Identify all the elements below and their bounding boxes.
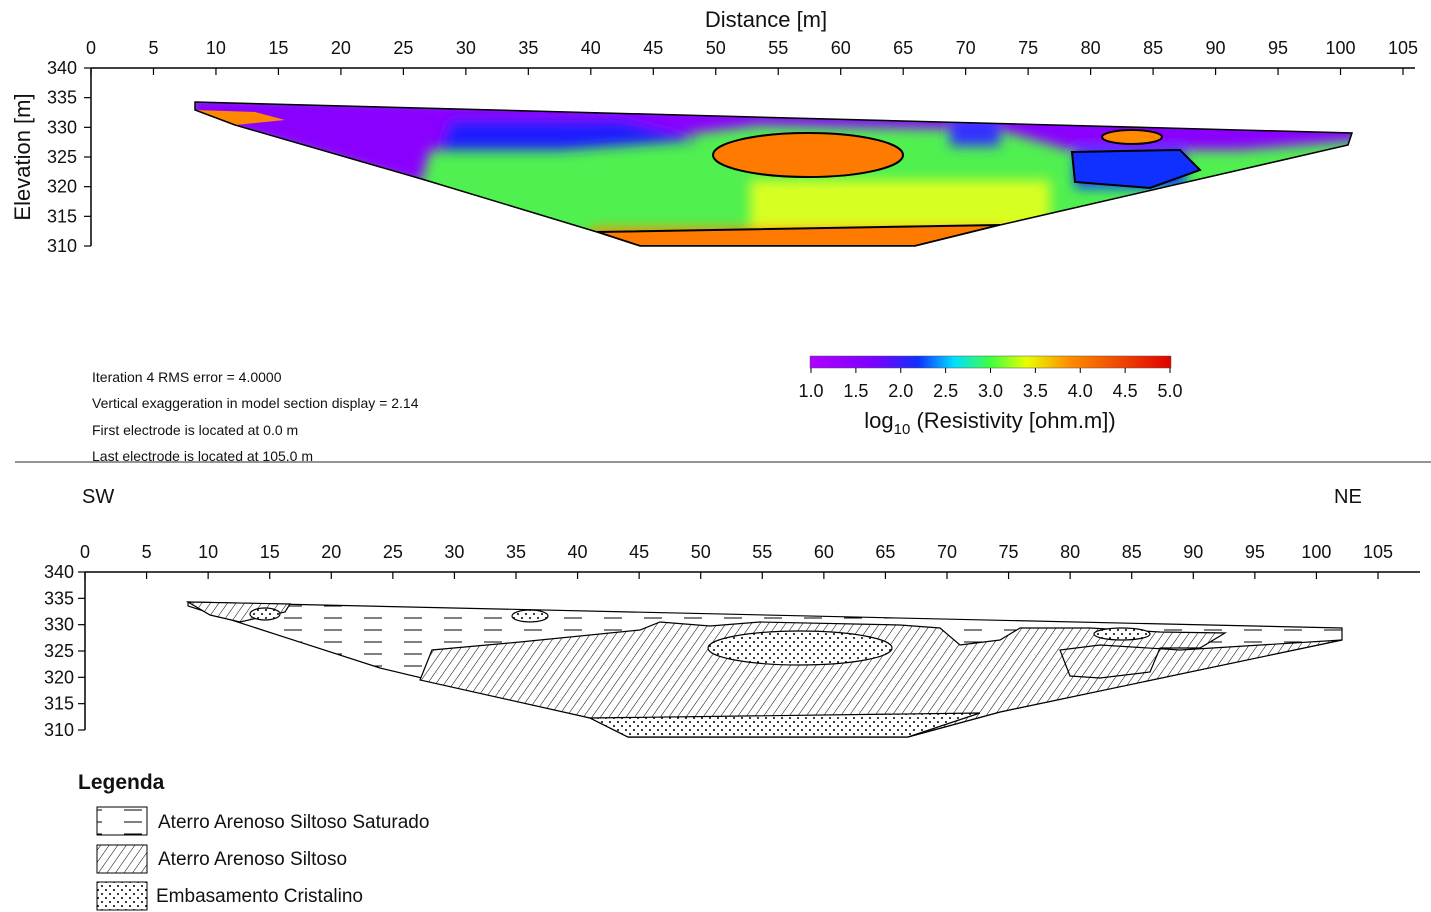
x-tick-label: 75 [1018, 38, 1038, 58]
legend-swatch [97, 845, 147, 873]
y-tick-label: 320 [47, 177, 77, 197]
legend-swatch [97, 807, 147, 835]
note: First electrode is located at 0.0 m [92, 422, 298, 438]
y-tick-label: 330 [44, 615, 74, 635]
y-tick-label: 340 [44, 562, 74, 582]
colorbar [810, 356, 1171, 368]
x-tick-label: 55 [752, 542, 772, 562]
x-tick-label: 105 [1363, 542, 1393, 562]
x-tick-label: 45 [629, 542, 649, 562]
x-tick-label: 45 [643, 38, 663, 58]
x-tick-label: 30 [444, 542, 464, 562]
colorbar-tick-label: 2.5 [933, 381, 958, 401]
x-tick-label: 35 [506, 542, 526, 562]
x-tick-label: 105 [1388, 38, 1418, 58]
colorbar-label: log10 (Resistivity [ohm.m]) [864, 408, 1115, 438]
x-tick-label: 55 [768, 38, 788, 58]
x-tick-label: 85 [1143, 38, 1163, 58]
x-tick-label: 100 [1301, 542, 1331, 562]
figure: Distance [m] Elevation [m] log10 (Resist… [0, 0, 1431, 912]
x-tick-label: 20 [331, 38, 351, 58]
interpretation-section [188, 602, 1342, 737]
label-suffix: (Resistivity [ohm.m]) [910, 408, 1115, 433]
y-tick-label: 320 [44, 667, 74, 687]
direction-label: SW [82, 486, 114, 508]
x-tick-label: 0 [80, 542, 90, 562]
label-log: log [864, 408, 893, 433]
x-tick-label: 65 [893, 38, 913, 58]
y-tick-label: 315 [44, 694, 74, 714]
x-tick-label: 90 [1183, 542, 1203, 562]
y-tick-label: 325 [47, 147, 77, 167]
x-tick-label: 0 [86, 38, 96, 58]
x-axis-label: Distance [m] [705, 7, 827, 32]
y-tick-label: 330 [47, 117, 77, 137]
y-tick-label: 335 [44, 588, 74, 608]
y-tick-label: 315 [47, 206, 77, 226]
x-tick-label: 95 [1245, 542, 1265, 562]
x-tick-label: 15 [268, 38, 288, 58]
x-tick-label: 60 [831, 38, 851, 58]
y-tick-label: 325 [44, 641, 74, 661]
x-tick-label: 100 [1326, 38, 1356, 58]
y-tick-label: 310 [47, 236, 77, 256]
legend-title: Legenda [78, 771, 165, 794]
x-tick-label: 95 [1268, 38, 1288, 58]
colorbar-tick-label: 5.0 [1157, 381, 1182, 401]
x-tick-label: 90 [1206, 38, 1226, 58]
colorbar-tick-label: 3.5 [1023, 381, 1048, 401]
x-tick-label: 70 [937, 542, 957, 562]
x-tick-label: 20 [321, 542, 341, 562]
x-tick-label: 75 [999, 542, 1019, 562]
y-axis-label: Elevation [m] [10, 93, 35, 220]
legend-label: Embasamento Cristalino [156, 886, 363, 907]
y-tick-label: 340 [47, 58, 77, 78]
x-tick-label: 40 [568, 542, 588, 562]
x-tick-label: 70 [956, 38, 976, 58]
x-tick-label: 50 [691, 542, 711, 562]
label-subscript: 10 [894, 421, 911, 438]
x-tick-label: 85 [1122, 542, 1142, 562]
y-tick-label: 310 [44, 720, 74, 740]
x-tick-label: 40 [581, 38, 601, 58]
legend-swatch [97, 882, 147, 910]
direction-label: NE [1334, 486, 1362, 508]
x-tick-label: 80 [1081, 38, 1101, 58]
colorbar-tick-label: 1.5 [843, 381, 868, 401]
x-tick-label: 25 [383, 542, 403, 562]
x-tick-label: 5 [148, 38, 158, 58]
x-tick-label: 25 [393, 38, 413, 58]
colorbar-tick-label: 2.0 [888, 381, 913, 401]
x-tick-label: 80 [1060, 542, 1080, 562]
colorbar-tick-label: 3.0 [978, 381, 1003, 401]
note: Vertical exaggeration in model section d… [92, 395, 419, 411]
colorbar-tick-label: 1.0 [798, 381, 823, 401]
note: Iteration 4 RMS error = 4.0000 [92, 369, 282, 385]
x-tick-label: 10 [206, 38, 226, 58]
x-tick-label: 65 [875, 542, 895, 562]
x-tick-label: 60 [814, 542, 834, 562]
resistivity-section [190, 95, 1360, 255]
x-tick-label: 15 [260, 542, 280, 562]
x-tick-label: 5 [142, 542, 152, 562]
y-tick-label: 335 [47, 88, 77, 108]
colorbar-tick-label: 4.5 [1113, 381, 1138, 401]
x-tick-label: 35 [518, 38, 538, 58]
legend-label: Aterro Arenoso Siltoso [158, 849, 347, 870]
colorbar-tick-label: 4.0 [1068, 381, 1093, 401]
x-tick-label: 30 [456, 38, 476, 58]
legend-label: Aterro Arenoso Siltoso Saturado [158, 812, 429, 833]
x-tick-label: 50 [706, 38, 726, 58]
x-tick-label: 10 [198, 542, 218, 562]
